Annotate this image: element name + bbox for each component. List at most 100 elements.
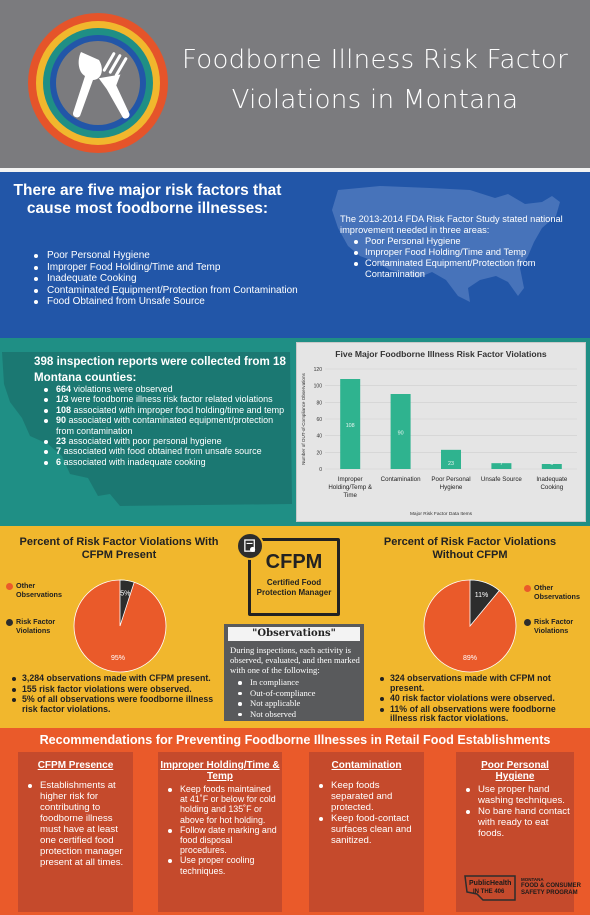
data-label: 7	[500, 461, 503, 467]
montana-logo-icon	[464, 875, 516, 901]
x-tick-label: Inadequate	[536, 476, 568, 483]
page-title: Foodborne Illness Risk Factor Violations…	[175, 40, 575, 120]
risk-factors-section: There are five major risk factors that c…	[0, 168, 590, 338]
y-axis-label: Number of OUT-of-Compliance Observations	[301, 372, 306, 464]
without-cfpm-title: Percent of Risk Factor Violations Withou…	[383, 536, 557, 561]
stat-number: 23	[56, 436, 67, 447]
header-banner: Foodborne Illness Risk Factor Violations…	[0, 0, 590, 168]
stat-number: 664	[56, 384, 72, 394]
list-item: Use proper cooling techniques.	[166, 855, 280, 876]
rec-column-title: Contamination	[331, 760, 402, 771]
list-item: Poor Personal Hygiene	[354, 236, 585, 247]
montana-map-icon	[2, 352, 292, 506]
rec-column-title: Improper Holding/Time & Temp	[160, 760, 280, 782]
legend-risk-left: Risk Factor Violations	[6, 617, 66, 635]
cfpm-label: CFPM	[265, 551, 323, 573]
list-item: 155 risk factor violations were observed…	[10, 684, 215, 695]
certificate-icon	[236, 532, 264, 560]
rec-column-title: Poor Personal Hygiene	[481, 760, 549, 782]
list-item: Improper Food Holding/Time and Temp	[354, 247, 585, 258]
list-item: Poor Personal Hygiene	[34, 250, 299, 262]
x-tick-label: Improper	[338, 476, 363, 483]
y-tick-label: 120	[314, 367, 323, 373]
list-item: Not applicable	[238, 698, 315, 709]
list-item: 5% of all observations were foodborne il…	[10, 694, 215, 714]
rec-column-title: CFPM Presence	[37, 760, 114, 771]
legend-swatch-other	[6, 583, 13, 590]
x-tick-label: Holding/Temp &	[328, 484, 373, 491]
data-label: 6	[550, 461, 553, 467]
rec-column-cfpm: CFPM Presence Establishments at higher r…	[18, 752, 133, 912]
stat-text: associated with inadequate cooking	[61, 456, 206, 467]
observations-heading: "Observations"	[228, 627, 360, 641]
list-item: Keep foods separated and protected.	[317, 780, 421, 813]
list-item: 1/3 were foodborne illness risk factor r…	[42, 394, 292, 404]
list-item: 11% of all observations were foodborne i…	[378, 703, 583, 724]
stat-number: 1/3	[56, 394, 69, 405]
fda-study-note: The 2013-2014 FDA Risk Factor Study stat…	[340, 214, 585, 280]
stat-text: associated with poor personal hygiene	[66, 436, 222, 447]
rec-column-contamination: Contamination Keep foods separated and p…	[309, 752, 424, 912]
bar	[541, 464, 562, 469]
data-label: 23	[448, 461, 454, 467]
rec-column-hygiene: Poor Personal Hygiene Use proper hand wa…	[456, 752, 574, 912]
bar	[340, 379, 361, 469]
list-item: 23 associated with poor personal hygiene	[42, 436, 292, 446]
risk-factors-heading: There are five major risk factors that c…	[13, 182, 282, 217]
stat-number: 40	[390, 693, 400, 704]
bar	[441, 449, 461, 469]
stat-number: 6	[56, 456, 62, 467]
bar	[390, 394, 411, 469]
observations-text: During inspections, each activity is obs…	[230, 645, 360, 675]
observations-box: "Observations" During inspections, each …	[224, 624, 364, 721]
fda-study-list: Poor Personal Hygiene Improper Food Hold…	[354, 236, 585, 280]
pie-chart-with-cfpm: 5% 95%	[73, 579, 167, 673]
chart-title: Five Major Foodborne Illness Risk Factor…	[335, 349, 547, 359]
fork-knife-icon	[28, 13, 168, 153]
list-item: 324 observations made with CFPM not pres…	[378, 673, 583, 693]
stat-text: observations made with CFPM not present.	[390, 673, 551, 693]
y-tick-label: 60	[316, 417, 322, 423]
x-tick-label: Poor Personal	[431, 476, 470, 483]
list-item: Out-of-compliance	[238, 688, 315, 699]
bar-chart-panel: Five Major Foodborne Illness Risk Factor…	[296, 342, 586, 522]
legend-swatch-other	[524, 585, 531, 592]
list-item: 40 risk factor violations were observed.	[378, 693, 583, 704]
logo-text: IN THE 406	[473, 889, 505, 895]
x-tick-label: Contamination	[381, 476, 421, 483]
title-line-1: Foodborne Illness Risk Factor	[181, 45, 569, 75]
logo-text: PublicHealth	[469, 880, 512, 887]
with-cfpm-title: Percent of Risk Factor Violations With C…	[19, 536, 219, 561]
stat-number: 90	[56, 415, 67, 426]
recommendations-section: Recommendations for Preventing Foodborne…	[0, 728, 590, 915]
rec-list: Establishments at higher risk for contri…	[26, 780, 130, 868]
title-line-2: Violations in Montana	[231, 85, 519, 115]
list-item: Contaminated Equipment/Protection from C…	[354, 258, 585, 280]
stat-number: 324	[390, 673, 405, 683]
bar-chart: Five Major Foodborne Illness Risk Factor…	[301, 349, 577, 517]
stat-number: 3,284	[22, 673, 45, 683]
fda-study-text: The 2013-2014 FDA Risk Factor Study stat…	[340, 214, 563, 235]
y-tick-label: 80	[316, 400, 322, 406]
rec-list: Keep foods maintained at 41˚F or below f…	[166, 784, 280, 876]
stat-text: of all observations were foodborne illne…	[390, 703, 556, 724]
montana-stats-list: 664 violations were observed 1/3 were fo…	[42, 384, 292, 467]
list-item: Improper Food Holding/Time and Temp	[34, 262, 299, 274]
legend-other-left: Other Observations	[6, 581, 66, 599]
list-item: 108 associated with improper food holdin…	[42, 405, 292, 415]
recommendations-heading: Recommendations for Preventing Foodborne…	[39, 733, 551, 747]
cfpm-section: Percent of Risk Factor Violations With C…	[0, 526, 590, 728]
list-item: Keep foods maintained at 41˚F or below f…	[166, 784, 280, 825]
list-item: 90 associated with contaminated equipmen…	[42, 415, 292, 436]
montana-section: 398 inspection reports were collected fr…	[0, 338, 590, 526]
stat-text: were foodborne illness risk factor relat…	[68, 394, 273, 405]
legend-label: Other Observations	[16, 581, 62, 599]
legend-label: Other Observations	[534, 583, 580, 601]
cfpm-sublabel: Certified Food Protection Manager	[256, 578, 332, 597]
pie-slice-risk	[119, 579, 135, 627]
list-item: In compliance	[238, 677, 315, 688]
x-tick-label: Cooking	[540, 484, 563, 491]
montana-heading: 398 inspection reports were collected fr…	[34, 355, 286, 384]
y-tick-label: 40	[316, 434, 322, 440]
pie-slice-risk	[469, 579, 500, 628]
